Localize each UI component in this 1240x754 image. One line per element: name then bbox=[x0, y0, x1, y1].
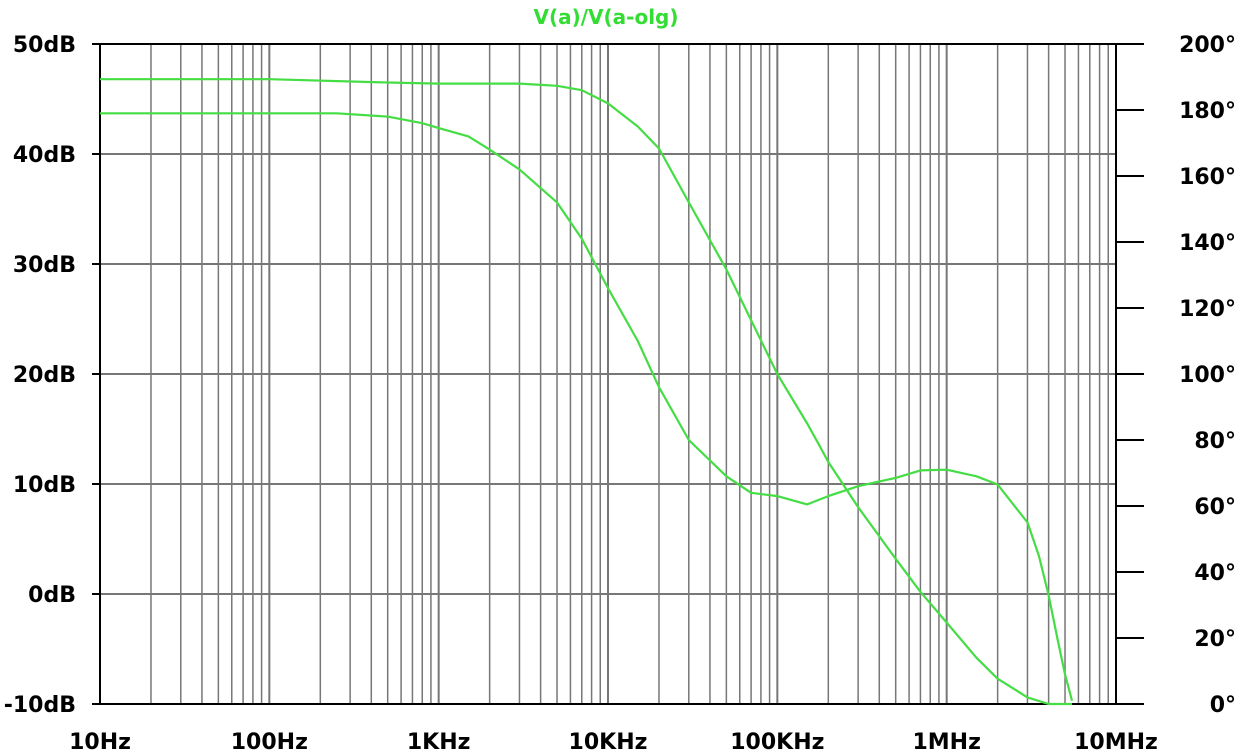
grid bbox=[100, 44, 1116, 704]
x-tick-label: 10KHz bbox=[569, 730, 648, 754]
y2-tick-label: 200° bbox=[1179, 33, 1236, 58]
y-tick-label: -10dB bbox=[4, 693, 76, 718]
phase-series-line bbox=[100, 112, 1074, 701]
x-tick-label: 100KHz bbox=[730, 730, 824, 754]
y2-tick-label: 160° bbox=[1179, 165, 1236, 190]
y2-tick-label: 60° bbox=[1194, 495, 1236, 520]
y2-tick-label: 20° bbox=[1194, 627, 1236, 652]
y2-tick-label: 40° bbox=[1194, 561, 1236, 586]
y2-tick-label: 180° bbox=[1179, 99, 1236, 124]
y2-tick-label: 140° bbox=[1179, 231, 1236, 256]
series-layer bbox=[100, 78, 1074, 706]
y-tick-label: 50dB bbox=[13, 33, 76, 58]
x-tick-label: 100Hz bbox=[231, 730, 308, 754]
y-tick-label: 20dB bbox=[13, 363, 76, 388]
x-tick-label: 10Hz bbox=[69, 730, 131, 754]
chart-title: V(a)/V(a-olg) bbox=[533, 5, 678, 29]
y2-tick-label: 0° bbox=[1210, 693, 1236, 718]
magnitude-series-line bbox=[100, 78, 1072, 706]
x-tick-label: 10MHz bbox=[1074, 730, 1158, 754]
y-tick-label: 10dB bbox=[13, 473, 76, 498]
y-tick-label: 30dB bbox=[13, 253, 76, 278]
axis-ticks: 10Hz 100Hz 1KHz 10KHz 100KHz 1MHz 10MHz -10dB 0d… bbox=[4, 33, 1236, 754]
x-tick-label: 1KHz bbox=[407, 730, 471, 754]
y2-tick-label: 120° bbox=[1179, 297, 1236, 322]
x-tick-label: 1MHz bbox=[912, 730, 980, 754]
y2-tick-label: 100° bbox=[1179, 363, 1236, 388]
y-tick-label: 40dB bbox=[13, 143, 76, 168]
y-tick-label: 0dB bbox=[28, 583, 76, 608]
y2-tick-label: 80° bbox=[1194, 429, 1236, 454]
